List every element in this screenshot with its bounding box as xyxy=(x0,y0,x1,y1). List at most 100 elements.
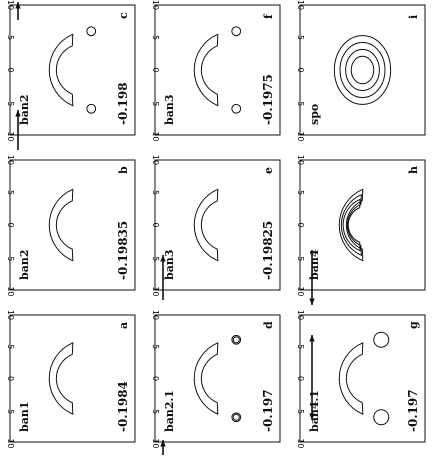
panel-name: ban2 xyxy=(18,250,31,280)
panel-name: ban4.1 xyxy=(308,390,321,432)
panel-frame xyxy=(299,4,426,136)
panel-letter: b xyxy=(117,166,130,174)
contour-curve xyxy=(232,413,240,421)
panel-value: -0.1975 xyxy=(261,74,275,125)
tick-label: 0 xyxy=(6,67,15,72)
panel-letter: d xyxy=(262,321,275,329)
tick-label: 0 xyxy=(151,67,160,72)
tick-label: -10 xyxy=(151,283,160,296)
contour-curve xyxy=(86,26,97,37)
contour-curve xyxy=(231,26,242,37)
transition-arrows xyxy=(15,2,315,455)
contour-curve xyxy=(231,334,242,345)
tick-label: 5 xyxy=(6,35,15,40)
panel-value: -0.198 xyxy=(116,82,130,125)
tick-label: -5 xyxy=(151,99,160,107)
tick-label: -10 xyxy=(151,435,160,448)
contour-curve xyxy=(48,188,74,262)
tick-label: 0 xyxy=(6,222,15,227)
panel-d: -10 -5 0 5 10 ban2.1 -0.197 d xyxy=(151,310,281,449)
tick-label: 5 xyxy=(151,35,160,40)
tick-label: 10 xyxy=(151,310,160,320)
tick-label: -5 xyxy=(296,406,305,414)
panel-letter: i xyxy=(407,15,420,19)
arrow-head xyxy=(160,255,166,262)
contour-curve xyxy=(342,198,361,252)
arrow-head xyxy=(15,110,21,117)
tick-label: -5 xyxy=(6,406,15,414)
panel-value: -0.19835 xyxy=(116,221,130,280)
contour-curve xyxy=(340,193,362,257)
panel-value: -0.197 xyxy=(261,389,275,432)
tick-label: -5 xyxy=(6,254,15,262)
contour-curve xyxy=(231,412,242,423)
contour-curve xyxy=(48,342,74,415)
tick-label: 10 xyxy=(296,310,305,320)
contour-curve xyxy=(333,35,392,105)
panel-frame xyxy=(154,4,281,136)
contour-curve xyxy=(338,188,364,262)
tick-label: 5 xyxy=(296,344,305,349)
panel-value: -0.1984 xyxy=(116,381,130,432)
tick-label: -10 xyxy=(296,283,305,296)
tick-label: -10 xyxy=(151,128,160,141)
tick-label: 0 xyxy=(296,67,305,72)
panel-letter: a xyxy=(117,322,130,329)
panel-frame xyxy=(9,159,136,291)
tick-label: 10 xyxy=(296,155,305,165)
panel-frame xyxy=(299,159,426,291)
panel-a: -10 -5 0 5 10 ban1 -0.1984 a xyxy=(6,310,136,449)
tick-label: 5 xyxy=(151,190,160,195)
panel-name: ban3 xyxy=(163,250,176,280)
tick-label: -10 xyxy=(6,283,15,296)
panel-letter: h xyxy=(407,166,420,174)
contour-curve xyxy=(232,336,240,344)
contour-curve xyxy=(373,409,390,426)
arrow-head xyxy=(309,413,315,420)
panel-frame xyxy=(299,314,426,443)
panel-h: -10 -5 0 5 10 ban4 h xyxy=(296,155,426,297)
arrow-head xyxy=(160,440,166,447)
tick-label: 0 xyxy=(296,376,305,381)
panel-name: ban3 xyxy=(163,95,176,125)
tick-label: -10 xyxy=(6,435,15,448)
tick-label: 10 xyxy=(151,0,160,10)
panel-c: -10 -5 0 5 10 ban2 -0.198 c xyxy=(6,0,136,142)
panel-letter: f xyxy=(262,13,275,19)
tick-label: 10 xyxy=(296,0,305,10)
arrow-head xyxy=(15,2,21,9)
panel-letter: g xyxy=(407,321,420,329)
contour-curve xyxy=(373,331,390,348)
tick-label: 0 xyxy=(296,222,305,227)
arrow-head xyxy=(309,298,315,305)
contour-curve xyxy=(86,103,97,114)
contour-curve xyxy=(345,48,380,92)
panel-frame xyxy=(154,159,281,291)
panel-frame xyxy=(154,314,281,443)
tick-label: 10 xyxy=(6,310,15,320)
tick-label: 5 xyxy=(296,35,305,40)
contour-curve xyxy=(193,188,219,262)
panel-frame xyxy=(9,4,136,136)
contour-curve xyxy=(193,33,219,107)
tick-label: -5 xyxy=(296,99,305,107)
tick-label: 5 xyxy=(6,190,15,195)
tick-label: 5 xyxy=(6,344,15,349)
panel-g: -10 -5 0 5 10 ban4.1 -0.197 g xyxy=(296,310,426,449)
tick-label: -5 xyxy=(6,99,15,107)
tick-label: -10 xyxy=(6,128,15,141)
tick-label: 10 xyxy=(151,155,160,165)
contour-curve xyxy=(350,55,375,85)
tick-label: 0 xyxy=(6,376,15,381)
contour-curve xyxy=(231,103,242,114)
panel-value: -0.197 xyxy=(406,389,420,432)
panel-letter: c xyxy=(117,12,130,19)
panel-i: -10 -5 0 5 10 spo i xyxy=(296,0,426,142)
tick-label: 5 xyxy=(151,344,160,349)
panel-name: ban1 xyxy=(18,402,31,432)
panel-name: ban2.1 xyxy=(163,390,176,432)
tick-label: 10 xyxy=(6,0,15,10)
contour-curve xyxy=(48,33,74,107)
tick-label: 0 xyxy=(151,222,160,227)
